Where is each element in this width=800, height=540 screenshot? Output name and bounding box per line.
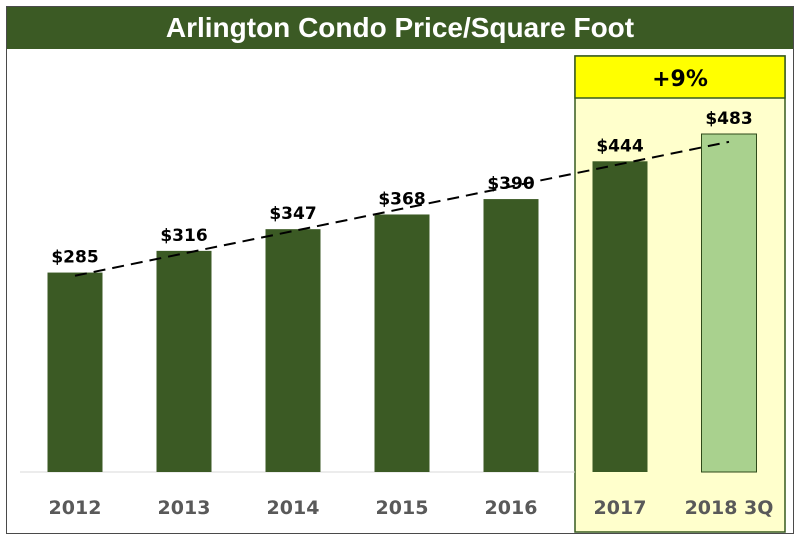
bar-2014 [265, 229, 321, 472]
category-label-2017: 2017 [594, 497, 647, 519]
data-label-2016: $390 [487, 174, 534, 194]
data-label-2012: $285 [51, 248, 98, 268]
highlight-badge [574, 55, 786, 99]
bar-2016 [483, 199, 539, 472]
bar-2015 [374, 214, 430, 472]
bar-2013 [156, 250, 212, 472]
data-label-2014: $347 [269, 204, 316, 224]
bar-2018-3q [701, 133, 757, 473]
data-label-2017: $444 [596, 136, 643, 156]
highlight-badge-label: +9% [652, 67, 708, 92]
category-label-2015: 2015 [376, 497, 429, 519]
chart-title: Arlington Condo Price/Square Foot [165, 12, 635, 43]
title-bar: Arlington Condo Price/Square Foot [7, 7, 793, 49]
trendline [74, 140, 730, 277]
category-label-2013: 2013 [158, 497, 211, 519]
bar-2017 [592, 161, 648, 472]
data-label-2015: $368 [378, 189, 425, 209]
category-label-2016: 2016 [485, 497, 538, 519]
category-label-2018-3q: 2018 3Q [685, 497, 774, 519]
category-label-2012: 2012 [49, 497, 102, 519]
data-label-2018-3q: $483 [705, 109, 752, 129]
data-label-2013: $316 [160, 226, 207, 246]
bar-2012 [47, 272, 103, 472]
category-label-2014: 2014 [267, 497, 320, 519]
